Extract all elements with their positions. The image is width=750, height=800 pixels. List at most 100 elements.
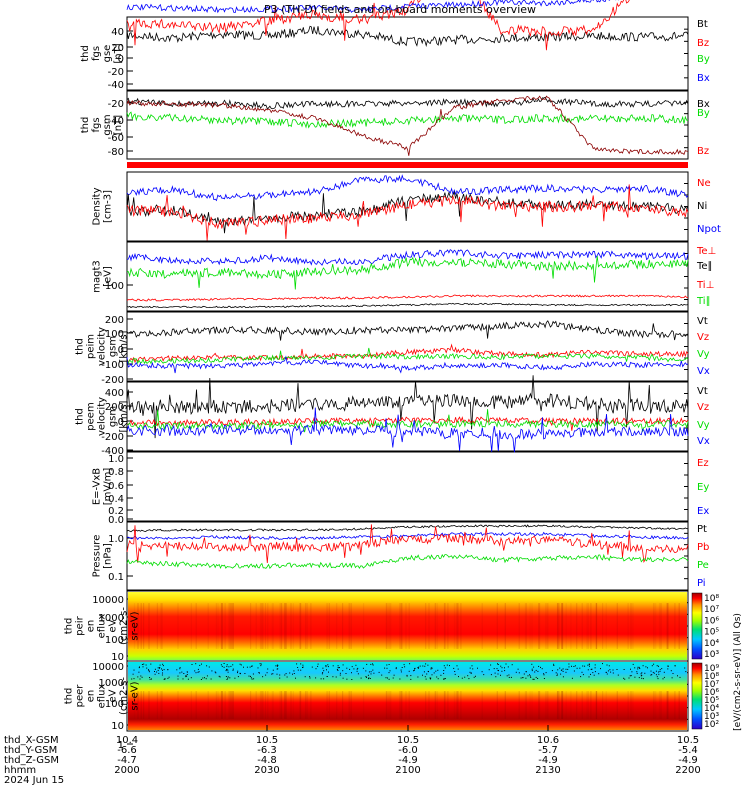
spectrogram-stripe bbox=[190, 603, 192, 649]
spectrogram-stripe bbox=[280, 603, 282, 649]
spectrogram-speckle bbox=[584, 665, 586, 667]
spectrogram-speckle bbox=[640, 673, 642, 675]
spectrogram-speckle bbox=[443, 670, 445, 671]
spectrogram-speckle bbox=[227, 676, 229, 678]
panel-y-label: eV bbox=[107, 619, 118, 632]
spectrogram-speckle bbox=[537, 670, 539, 672]
legend-ne: Ne bbox=[697, 178, 711, 189]
spectrogram-speckle bbox=[388, 672, 390, 674]
spectrogram-speckle bbox=[266, 672, 268, 674]
spectrogram-speckle bbox=[504, 670, 506, 672]
spectrogram-speckle bbox=[490, 664, 492, 666]
spectrogram-speckle bbox=[623, 669, 625, 670]
spectrogram-speckle bbox=[395, 667, 397, 669]
ion-spectrogram bbox=[128, 592, 687, 660]
series-ti-perp bbox=[126, 249, 689, 266]
spectrogram-stripe bbox=[221, 603, 223, 649]
spectrogram-speckle bbox=[436, 676, 438, 678]
spectrogram-speckle bbox=[663, 676, 665, 678]
spectrogram-speckle bbox=[304, 676, 306, 678]
spectrogram-speckle bbox=[251, 665, 253, 667]
spectrogram-speckle bbox=[265, 674, 267, 676]
spectrogram-stripe bbox=[529, 691, 531, 719]
spectrogram-stripe bbox=[215, 603, 217, 649]
series-vy-e bbox=[126, 409, 689, 433]
spectrogram-speckle bbox=[145, 664, 147, 666]
spectrogram-speckle bbox=[384, 667, 386, 669]
axis-row-value: -5.7 bbox=[538, 745, 558, 756]
spectrogram-speckle bbox=[272, 669, 274, 671]
spectrogram-speckle bbox=[225, 670, 227, 672]
spectrogram-stripe bbox=[262, 691, 264, 719]
spectrogram-speckle bbox=[342, 677, 344, 679]
spectrogram-stripe bbox=[518, 691, 520, 719]
spectrogram-speckle bbox=[531, 663, 533, 665]
spectrogram-speckle bbox=[365, 670, 367, 672]
spectrogram-speckle bbox=[410, 678, 412, 680]
spectrogram-speckle bbox=[594, 671, 596, 673]
spectrogram-stripe bbox=[299, 603, 301, 649]
spectrogram-stripe bbox=[160, 691, 162, 719]
spectrogram-stripe bbox=[207, 603, 209, 649]
colorbar-tick-label: 10⁵ bbox=[704, 696, 719, 706]
y-tick-label: 0 bbox=[118, 345, 124, 356]
spectrogram-stripe bbox=[299, 603, 301, 649]
spectrogram-speckle bbox=[181, 671, 183, 673]
spectrogram-speckle bbox=[276, 664, 278, 666]
spectrogram-speckle bbox=[300, 663, 302, 665]
spectrogram-stripe bbox=[590, 691, 592, 719]
legend-vy: Vy bbox=[697, 420, 710, 431]
spectrogram-stripe bbox=[405, 603, 407, 649]
axis-row-label: thd_Z-GSM bbox=[4, 755, 59, 766]
spectrogram-speckle bbox=[454, 673, 456, 675]
spectrogram-stripe bbox=[496, 691, 498, 719]
spectrogram-stripe bbox=[557, 603, 559, 649]
spectrogram-speckle bbox=[387, 677, 388, 679]
axis-row-value: -6.6 bbox=[117, 745, 137, 756]
spectrogram-speckle bbox=[506, 675, 508, 677]
spectrogram-speckle bbox=[562, 668, 564, 670]
spectrogram-stripe bbox=[428, 691, 430, 719]
spectrogram-speckle bbox=[473, 676, 475, 678]
spectrogram-speckle bbox=[250, 675, 251, 677]
spectrogram-speckle bbox=[624, 678, 626, 680]
spectrogram-speckle bbox=[497, 663, 498, 665]
panel-y-label: sr-eV) bbox=[129, 681, 140, 710]
spectrogram-stripe bbox=[531, 603, 533, 649]
spectrogram-stripe bbox=[653, 603, 655, 649]
spectrogram-stripe bbox=[632, 603, 634, 649]
spectrogram-speckle bbox=[483, 674, 485, 676]
spectrogram-speckle bbox=[357, 667, 359, 669]
spectrogram-speckle bbox=[508, 676, 510, 678]
spectrogram-speckle bbox=[154, 668, 156, 670]
spectrogram-speckle bbox=[234, 677, 236, 679]
spectrogram-speckle bbox=[151, 678, 152, 680]
spectrogram-stripe bbox=[456, 603, 458, 649]
spectrogram-speckle bbox=[560, 673, 562, 675]
spectrogram-speckle bbox=[571, 665, 572, 667]
spectrogram-speckle bbox=[590, 668, 592, 670]
spectrogram-speckle bbox=[325, 666, 327, 668]
y-tick-label: -40 bbox=[108, 80, 124, 91]
spectrogram-speckle bbox=[356, 670, 358, 672]
spectrogram-speckle bbox=[534, 671, 536, 673]
axis-row-value: -5.4 bbox=[678, 745, 698, 756]
spectrogram-speckle bbox=[295, 677, 296, 679]
spectrogram-speckle bbox=[177, 675, 179, 677]
series-vz-e bbox=[126, 416, 689, 431]
spectrogram-stripe bbox=[576, 691, 578, 719]
spectrogram-speckle bbox=[237, 670, 239, 672]
spectrogram-stripe bbox=[660, 691, 662, 719]
spectrogram-speckle bbox=[606, 664, 608, 666]
spectrogram-stripe bbox=[220, 603, 222, 649]
panel-y-label: en bbox=[85, 620, 96, 633]
spectrogram-speckle bbox=[275, 665, 277, 667]
spectrogram-stripe bbox=[547, 691, 549, 719]
spectrogram-speckle bbox=[677, 675, 678, 677]
spectrogram-speckle bbox=[426, 673, 428, 675]
spectrogram-stripe bbox=[425, 691, 427, 719]
spectrogram-speckle bbox=[557, 669, 559, 671]
spectrogram-speckle bbox=[556, 675, 558, 676]
spectrogram-speckle bbox=[612, 669, 614, 671]
spectrogram-speckle bbox=[215, 672, 217, 674]
